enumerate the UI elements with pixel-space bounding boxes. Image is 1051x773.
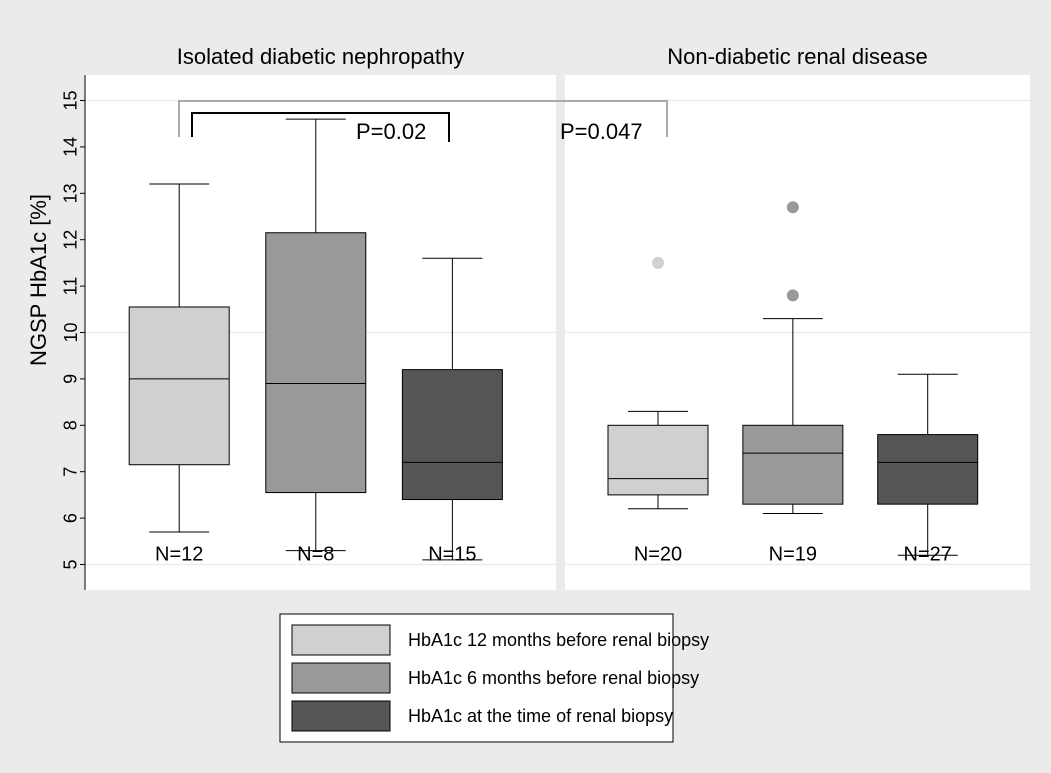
y-tick-label: 9: [61, 374, 81, 384]
bracket: [191, 112, 450, 142]
legend-swatch: [291, 700, 391, 732]
y-tick-label: 13: [61, 183, 81, 203]
p-value: P=0.02: [356, 119, 426, 144]
n-label: N=15: [428, 543, 476, 565]
y-tick-label: 15: [61, 91, 81, 111]
y-tick-label: 8: [61, 420, 81, 430]
legend-label: HbA1c 6 months before renal biopsy: [408, 668, 699, 688]
y-tick-label: 11: [61, 277, 81, 296]
y-tick-label: 7: [61, 467, 81, 477]
outlier: [786, 201, 799, 214]
n-label: N=8: [297, 543, 334, 565]
box: [607, 424, 709, 496]
y-tick-label: 5: [61, 559, 81, 569]
p-value: P=0.047: [560, 119, 643, 144]
y-tick-label: 10: [61, 322, 81, 342]
y-tick-label: 6: [61, 513, 81, 523]
panel-title: Non-diabetic renal disease: [667, 44, 928, 69]
legend-swatch: [291, 624, 391, 656]
y-tick-label: 14: [61, 137, 81, 157]
box: [128, 306, 230, 466]
box: [742, 424, 844, 505]
box: [877, 434, 979, 505]
n-label: N=12: [155, 543, 203, 565]
n-label: N=19: [769, 543, 817, 565]
n-label: N=27: [904, 543, 952, 565]
y-axis-label: NGSP HbA1c [%]: [26, 194, 51, 366]
box: [401, 369, 503, 501]
panel-title: Isolated diabetic nephropathy: [177, 44, 464, 69]
legend-label: HbA1c at the time of renal biopsy: [408, 706, 673, 726]
box: [265, 232, 367, 494]
legend-swatch: [291, 662, 391, 694]
bracket: [178, 100, 668, 137]
legend-label: HbA1c 12 months before renal biopsy: [408, 630, 709, 650]
n-label: N=20: [634, 543, 682, 565]
outlier: [652, 256, 664, 269]
y-tick-label: 12: [61, 230, 81, 250]
outlier: [786, 289, 799, 302]
